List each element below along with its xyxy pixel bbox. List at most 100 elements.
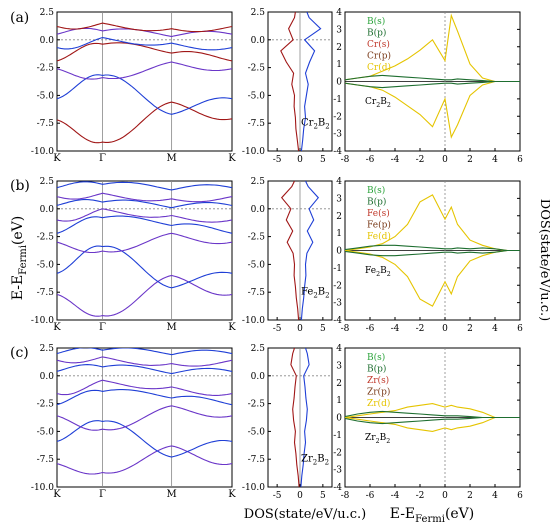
x-tick-label: -8 [341,324,350,334]
compound-label: Cr2B2 [365,97,391,109]
legend-entry: B(p) [367,28,386,39]
y-tick-label: -2.5 [248,64,266,74]
y-tick-label: -2.5 [37,233,55,243]
dos-lines [290,348,310,487]
band-line [57,356,232,367]
y-tick-label: 4 [336,8,342,18]
band-line [57,199,232,209]
panel-label: (c) [10,345,29,361]
k-point-label: M [167,322,177,333]
y-tick-label: -7.5 [248,119,266,129]
band-line [57,232,232,254]
legend-entry: B(s) [367,352,385,363]
legend-entry: Fe(s) [367,208,390,219]
legend-entry: Cr(d) [367,62,391,73]
band-line [57,274,232,317]
y-tick-label: -2 [333,112,342,122]
pdos-line [345,416,520,432]
y-tick-label: -7.5 [37,119,55,129]
panel-label: (b) [10,178,30,194]
y-tick-label: -7.5 [248,455,266,465]
y-tick-label: 1 [336,60,342,70]
band-structure-plot: K Γ M K-10.0-7.5-5.0-2.50.02.5 [31,8,236,164]
x-tick-label: 0 [442,324,448,334]
band-lines [57,22,232,144]
y-tick-label: -3 [333,130,342,140]
legend-entry: Cr(s) [367,39,390,50]
dos-x-axis-label: DOS(state/eV/u.c.) [244,507,366,522]
x-tick-label: -2 [416,491,425,501]
band-frame [56,347,233,488]
x-tick-label: -6 [366,155,375,165]
band-line [57,101,232,144]
figure-labels: E-EFermi(eV) DOS(state/eV/u.c.) DOS(stat… [10,199,550,525]
legend-entry: Fe(p) [367,220,391,231]
x-tick-label: 6 [517,155,523,165]
y-tick-label: -10.0 [242,483,265,493]
pdos-plot: -8 -6 -4 -2 0 2 4 6-4-3-2-101234B(s)B(p)Cr(s)Cr… [333,8,523,165]
y-tick-label: -3 [333,466,342,476]
y-tick-label: 2 [336,212,342,222]
y-tick-label: -2.5 [37,400,55,410]
total-dos-plot: -10.0 -7.5 -5.0 -2.5 0.0 2.5 -5 0 5 Fe2B2 [242,177,333,334]
band-line [57,445,232,475]
y-tick-label: 2 [336,379,342,389]
panel-a: (a)K Γ M K-10.0-7.5-5.0-2.50.02.5 -1 0.0 -7.5 -… [10,8,523,165]
k-point-label: K [53,153,61,164]
x-tick-label: 0 [297,324,303,334]
right-y-axis-label: DOS(state/eV/u.c.) [537,199,550,321]
x-tick-label: -5 [273,324,282,334]
band-line [57,379,232,396]
y-tick-label: -1 [333,95,342,105]
panel-label: (a) [10,10,29,26]
pdos-plot: -8 -6 -4 -2 0 2 4 6-4-3-2-101234B(s)B(p)Zr(s)Zr… [333,344,523,501]
legend-entry: Cr(p) [367,51,391,62]
x-tick-label: 4 [492,324,498,334]
band-line [57,420,232,458]
band-line [57,22,232,33]
x-tick-label: 6 [517,324,523,334]
y-tick-label: 0.0 [40,372,55,382]
dos-line [300,348,310,487]
y-tick-label: 4 [336,177,342,187]
total-dos-plot: -10.0 -7.5 -5.0 -2.5 0.0 2.5 -5 0 5 Cr2B2 [242,8,333,165]
pdos-line [345,244,520,252]
x-tick-label: -2 [416,324,425,334]
y-tick-label: -7.5 [37,455,55,465]
x-tick-label: -4 [391,491,400,501]
x-tick-label: 0 [442,491,448,501]
y-tick-label: -5.0 [248,260,266,270]
pdos-lines [345,403,520,432]
y-tick-label: -10.0 [31,483,54,493]
band-line [57,208,232,223]
x-tick-label: 4 [492,155,498,165]
y-tick-label: -2.5 [248,233,266,243]
k-point-label: M [167,489,177,500]
compound-label: Zr2B2 [365,433,390,445]
k-point-label: Γ [99,322,106,333]
total-dos-plot: -10.0 -7.5 -5.0 -2.5 0.0 2.5 -5 0 5 Zr2B2 [242,344,333,501]
legend-entry: B(p) [367,197,386,208]
x-tick-label: 4 [492,491,498,501]
band-structure-plot: K Γ M K-10.0-7.5-5.0-2.50.02.5 [31,177,236,333]
band-line [57,389,232,406]
band-line [57,27,232,38]
compound-label: Zr2B2 [301,453,329,466]
legend-entry: B(p) [367,364,386,375]
pdos-lines [345,194,520,307]
band-line [57,42,232,62]
y-tick-label: -7.5 [248,288,266,298]
y-tick-label: 0.0 [251,36,266,46]
pdos-line [345,403,520,419]
legend-entry: B(s) [367,185,385,196]
pdos-line [345,249,520,257]
x-tick-label: -4 [391,324,400,334]
pdos-line [345,80,520,139]
k-point-label: K [228,489,236,500]
y-tick-label: -4 [333,483,342,493]
band-lines [57,181,232,317]
y-tick-label: 2 [336,43,342,53]
x-tick-label: -6 [366,491,375,501]
y-tick-label: -2 [333,281,342,291]
x-tick-label: 2 [467,491,473,501]
